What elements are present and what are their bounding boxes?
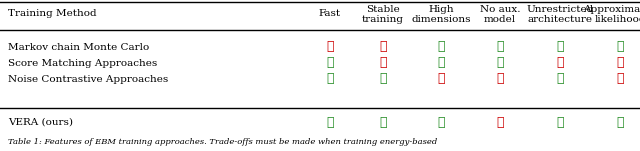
Text: ✓: ✓ xyxy=(437,40,445,53)
Text: Table 1: Features of EBM training approaches. Trade-offs must be made when train: Table 1: Features of EBM training approa… xyxy=(8,138,437,146)
Text: ✗: ✗ xyxy=(437,72,445,85)
Text: ✓: ✓ xyxy=(556,116,564,129)
Text: No aux.: No aux. xyxy=(480,5,520,13)
Text: ✓: ✓ xyxy=(496,56,504,69)
Text: model: model xyxy=(484,16,516,24)
Text: ✗: ✗ xyxy=(380,40,387,53)
Text: ✗: ✗ xyxy=(380,56,387,69)
Text: ✗: ✗ xyxy=(496,72,504,85)
Text: ✗: ✗ xyxy=(556,56,564,69)
Text: ✗: ✗ xyxy=(616,56,624,69)
Text: ✗: ✗ xyxy=(326,40,333,53)
Text: High: High xyxy=(428,5,454,13)
Text: ✓: ✓ xyxy=(556,40,564,53)
Text: Approximates: Approximates xyxy=(584,5,640,13)
Text: Markov chain Monte Carlo: Markov chain Monte Carlo xyxy=(8,42,149,51)
Text: ✓: ✓ xyxy=(326,116,333,129)
Text: ✗: ✗ xyxy=(496,116,504,129)
Text: Training Method: Training Method xyxy=(8,10,97,19)
Text: training: training xyxy=(362,16,404,24)
Text: Score Matching Approaches: Score Matching Approaches xyxy=(8,58,157,67)
Text: Fast: Fast xyxy=(319,10,341,19)
Text: ✓: ✓ xyxy=(437,56,445,69)
Text: ✓: ✓ xyxy=(556,72,564,85)
Text: ✓: ✓ xyxy=(437,116,445,129)
Text: Unrestricted: Unrestricted xyxy=(526,5,594,13)
Text: ✓: ✓ xyxy=(380,116,387,129)
Text: ✓: ✓ xyxy=(326,72,333,85)
Text: VERA (ours): VERA (ours) xyxy=(8,117,73,127)
Text: dimensions: dimensions xyxy=(412,16,471,24)
Text: ✓: ✓ xyxy=(380,72,387,85)
Text: ✓: ✓ xyxy=(616,40,624,53)
Text: ✓: ✓ xyxy=(326,56,333,69)
Text: Noise Contrastive Approaches: Noise Contrastive Approaches xyxy=(8,74,168,84)
Text: ✓: ✓ xyxy=(616,116,624,129)
Text: likelihood: likelihood xyxy=(595,16,640,24)
Text: ✓: ✓ xyxy=(496,40,504,53)
Text: architecture: architecture xyxy=(527,16,593,24)
Text: Stable: Stable xyxy=(366,5,400,13)
Text: ✗: ✗ xyxy=(616,72,624,85)
